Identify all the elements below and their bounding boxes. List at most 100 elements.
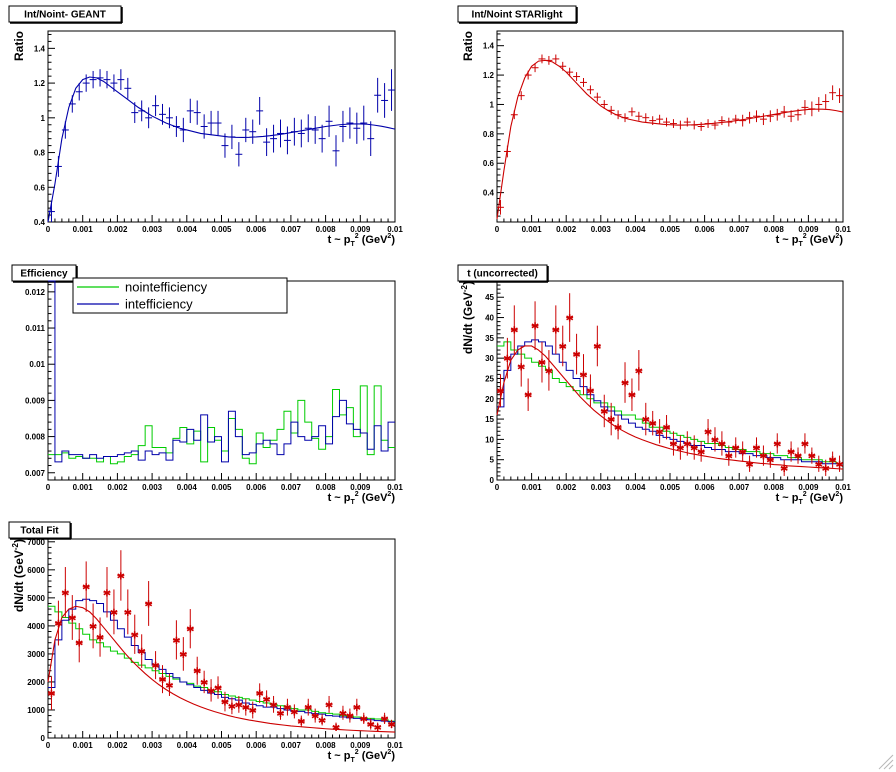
svg-text:✱: ✱ [496,387,504,398]
data-point [117,69,125,91]
svg-text:✱: ✱ [510,326,518,337]
x-tick-label: 0.01 [387,225,403,234]
data-point: ✱ [510,305,518,355]
y-tick-label: 5000 [27,594,45,603]
data-point: ✱ [642,402,650,436]
x-tick-label: 0 [46,483,51,492]
data-point: ✱ [304,698,312,716]
y-tick-label: 1 [41,114,46,123]
histogram-step-line [48,605,395,722]
svg-text:✱: ✱ [669,439,677,450]
x-tick-label: 0.009 [350,483,371,492]
svg-text:✱: ✱ [524,391,532,402]
data-point: ✱ [318,714,326,727]
y-tick-label: 0 [490,476,495,485]
data-point: ✱ [82,561,90,612]
data-point: ✱ [68,595,76,640]
svg-text:✱: ✱ [766,456,774,467]
svg-text:✱: ✱ [82,583,90,594]
y-tick-label: 0.6 [483,159,495,168]
svg-text:✱: ✱ [242,703,250,714]
series-step [48,605,395,722]
data-point: ✱ [683,431,691,456]
x-axis-label: t ~ pT2 (GeV2) [776,233,844,248]
data-point: ✱ [628,378,636,411]
panel-title-box: Int/Noint STARlight [457,5,578,24]
svg-text:✱: ✱ [635,366,643,377]
histogram-step-line [48,280,395,463]
x-tick-label: 0.008 [316,225,337,234]
data-point [235,142,243,167]
fit-curve [47,76,396,223]
x-tick-label: 0.006 [695,483,716,492]
x-tick-label: 0.003 [591,483,612,492]
svg-text:✱: ✱ [745,460,753,471]
y-tick-label: 35 [485,334,494,343]
y-tick-label: 0.4 [34,218,46,227]
series-points: ✱✱✱✱✱✱✱✱✱✱✱✱✱✱✱✱✱✱✱✱✱✱✱✱✱✱✱✱✱✱✱✱✱✱✱✱✱✱✱✱… [47,550,396,734]
data-point: ✱ [242,698,250,716]
data-point [538,54,546,64]
x-tick-label: 0.003 [142,483,163,492]
data-point: ✱ [207,679,215,702]
svg-text:✱: ✱ [387,720,395,731]
svg-text:✱: ✱ [311,712,319,723]
svg-text:✱: ✱ [54,619,62,630]
svg-text:✱: ✱ [332,723,340,734]
svg-text:✱: ✱ [725,452,733,463]
data-point: ✱ [669,431,678,456]
x-tick-label: 0.004 [177,483,198,492]
data-point [103,70,111,89]
data-point [200,114,208,139]
x-tick-label: 0.001 [73,741,94,750]
data-point: ✱ [759,445,768,466]
data-point [753,110,760,123]
svg-text:✱: ✱ [318,716,326,727]
data-point: ✱ [61,567,70,618]
data-point: ✱ [787,441,795,462]
svg-text:✱: ✱ [655,427,663,438]
data-point: ✱ [228,697,236,715]
y-tick-label: 3000 [27,650,45,659]
svg-text:✱: ✱ [367,720,375,731]
data-point [360,105,368,141]
svg-text:✱: ✱ [297,717,305,728]
data-point [531,63,539,73]
panel-title-box: Efficiency [11,264,78,283]
x-tick-label: 0.006 [246,483,267,492]
data-point: ✱ [607,402,615,436]
svg-text:✱: ✱ [276,709,284,720]
data-point: ✱ [353,698,361,716]
data-point [263,128,271,157]
svg-text:✱: ✱ [269,700,277,711]
x-tick-label: 0.008 [316,483,337,492]
x-tick-label: 0.009 [798,483,819,492]
svg-text:✱: ✱ [711,435,719,446]
svg-text:✱: ✱ [89,622,97,633]
x-tick-label: 0.005 [660,225,681,234]
data-point: ✱ [151,651,160,680]
y-axis-label: Ratio [12,31,26,61]
data-point [339,110,347,143]
data-point [766,110,774,123]
resize-grip[interactable] [878,754,894,770]
x-tick-label: 0.001 [522,225,543,234]
y-tick-label: 10 [485,435,494,444]
y-tick-label: 0.012 [25,288,46,297]
chart-panel-starlight: 0 0.001 0.002 0.003 0.004 0.005 0.006 0.007 0.00… [457,5,851,248]
x-tick-label: 0.009 [350,225,371,234]
svg-text:✱: ✱ [47,689,55,700]
data-point: ✱ [255,683,264,703]
data-point: ✱ [780,459,788,476]
data-point [297,119,305,148]
svg-text:✱: ✱ [676,444,684,455]
svg-text:✱: ✱ [68,613,76,624]
data-point [256,96,264,125]
data-point: ✱ [690,435,698,460]
y-tick-label: 0 [41,734,46,743]
data-point: ✱ [117,550,125,601]
x-tick-label: 0.004 [177,225,198,234]
series-step [497,339,843,465]
data-point: ✱ [200,670,208,694]
